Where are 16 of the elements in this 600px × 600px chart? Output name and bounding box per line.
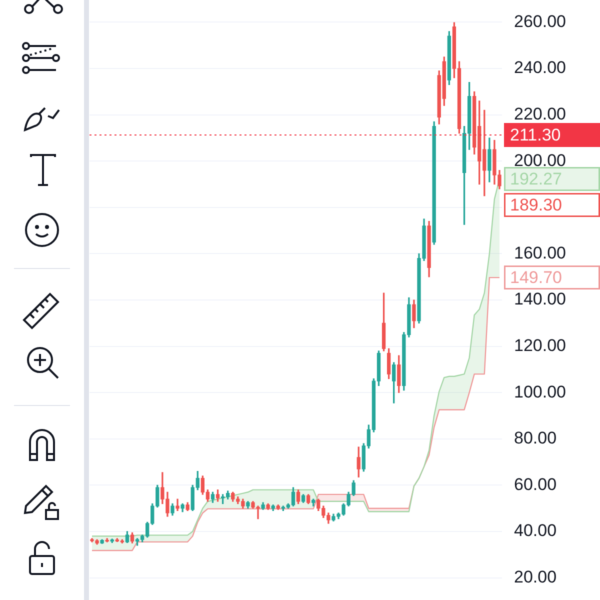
y-tick-label: 260.00 [514, 12, 566, 31]
y-tick-label: 140.00 [514, 290, 566, 309]
y-tick-label: 220.00 [514, 104, 566, 124]
data-label: 192.27 [510, 170, 562, 189]
y-tick-label: 20.00 [514, 567, 557, 586]
y-tick-label: 60.00 [514, 474, 557, 494]
y-tick-label: 40.00 [514, 521, 557, 540]
y-tick-label: 120.00 [514, 336, 566, 355]
text: 189.30 [510, 196, 562, 215]
y-tick-label: 200.00 [514, 150, 566, 170]
y-tick-label: 240.00 [514, 58, 566, 78]
y-tick-label: 80.00 [514, 428, 557, 448]
data-label: 149.70 [510, 268, 562, 288]
y-tick-label: 100.00 [514, 382, 566, 402]
ref-line-label: 211.30 [510, 126, 561, 145]
y-tick-label: 160.00 [514, 243, 566, 262]
